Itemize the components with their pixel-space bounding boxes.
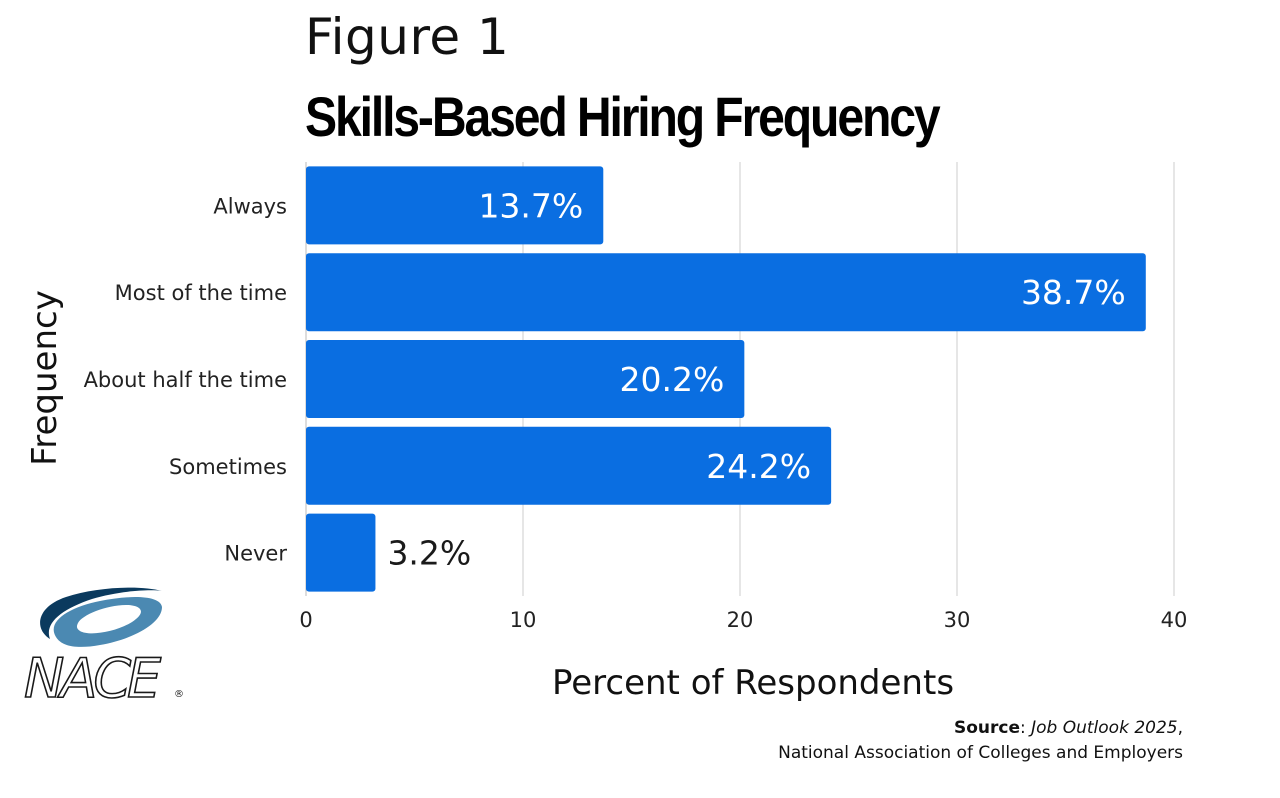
bar bbox=[306, 426, 832, 505]
bar-value-label: 38.7% bbox=[1021, 273, 1126, 312]
bar-value-label: 13.7% bbox=[478, 186, 583, 225]
category-label: Sometimes bbox=[169, 455, 287, 479]
bars bbox=[306, 166, 1146, 592]
bar-value-label: 20.2% bbox=[619, 360, 724, 399]
source-publication: Job Outlook 2025 bbox=[1031, 718, 1178, 738]
registered-mark: ® bbox=[174, 689, 184, 700]
x-tick-label: 20 bbox=[727, 608, 754, 632]
bar bbox=[306, 253, 1146, 332]
source-separator: : bbox=[1019, 718, 1032, 738]
x-tick-label: 30 bbox=[944, 608, 971, 632]
source-organization: National Association of Colleges and Emp… bbox=[778, 743, 1183, 763]
chart-title: Skills-Based Hiring Frequency bbox=[305, 85, 941, 148]
source-note: Source: Job Outlook 2025, National Assoc… bbox=[778, 716, 1183, 766]
bar bbox=[306, 513, 376, 592]
category-labels: Always Most of the time About half the tim… bbox=[84, 194, 288, 565]
figure-label: Figure 1 bbox=[305, 8, 510, 66]
nace-logo: NACE ® bbox=[23, 587, 184, 710]
logo-text: NACE bbox=[24, 647, 162, 710]
bar-value-label: 3.2% bbox=[387, 534, 471, 573]
value-labels: 13.7% 38.7% 20.2% 24.2% 3.2% bbox=[387, 186, 1125, 572]
x-tick-label: 0 bbox=[299, 608, 312, 632]
source-label: Source bbox=[953, 718, 1020, 738]
x-tick-label: 10 bbox=[510, 608, 537, 632]
nace-swoosh-icon bbox=[40, 587, 163, 647]
bar bbox=[306, 340, 745, 418]
category-label: Most of the time bbox=[115, 281, 287, 305]
category-label: About half the time bbox=[84, 368, 287, 392]
x-axis-label: Percent of Respondents bbox=[552, 663, 954, 703]
bar bbox=[306, 166, 604, 245]
category-label: Never bbox=[224, 542, 287, 566]
source-line-1: Source: Job Outlook 2025, bbox=[778, 716, 1183, 741]
source-trailing: , bbox=[1177, 718, 1183, 738]
bar-value-label: 24.2% bbox=[706, 447, 811, 486]
y-axis-label: Frequency bbox=[25, 290, 65, 466]
tick-labels: 0 10 20 30 40 bbox=[299, 608, 1187, 632]
x-tick-label: 40 bbox=[1161, 608, 1188, 632]
category-label: Always bbox=[213, 194, 287, 218]
